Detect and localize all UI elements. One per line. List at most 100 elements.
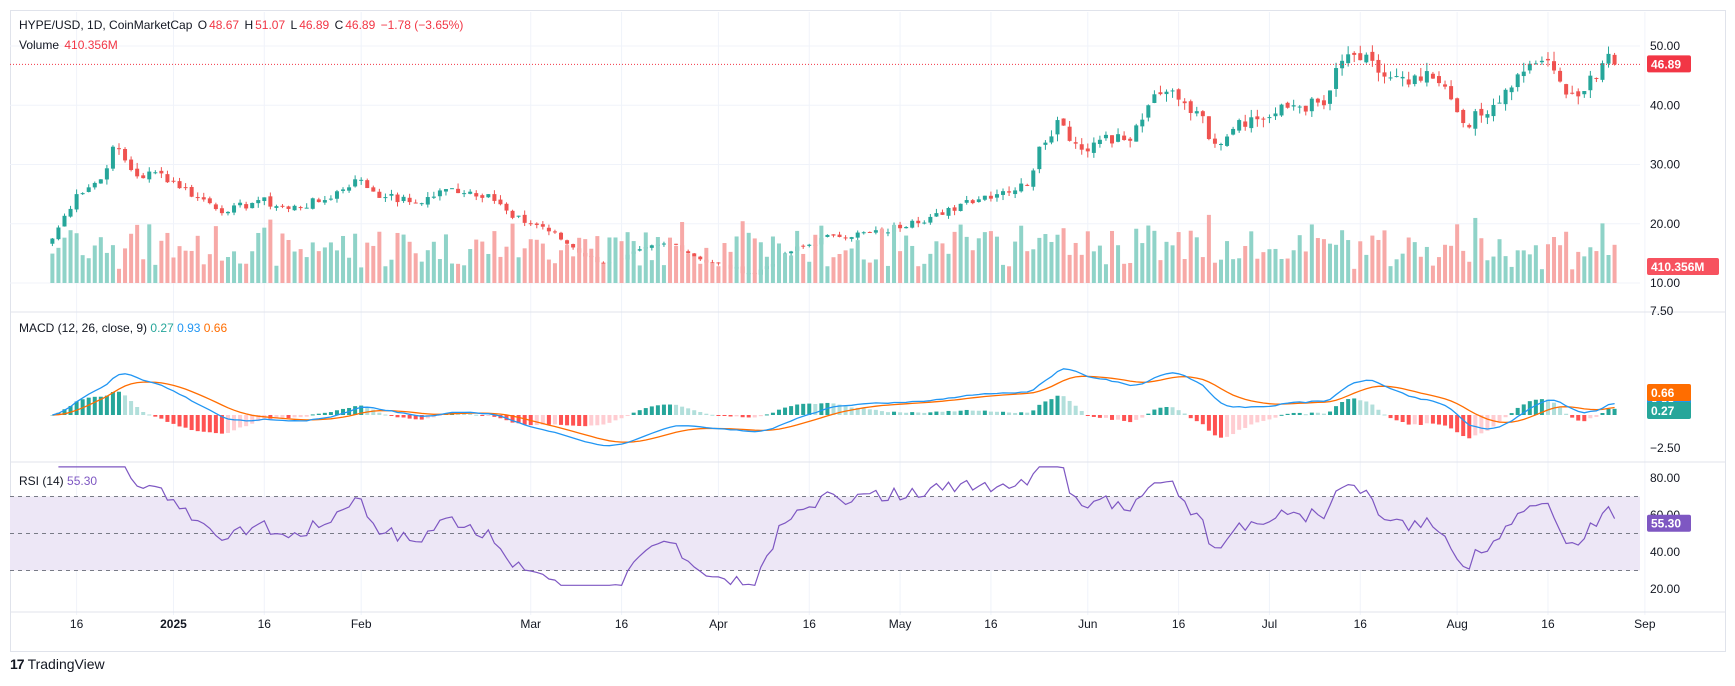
macd-hist-bar — [462, 413, 467, 415]
macd-legend-label: MACD (12, 26, close, 9) — [19, 321, 148, 335]
volume-bar — [98, 237, 103, 283]
candle-body — [1122, 135, 1127, 141]
volume-bar — [1497, 239, 1502, 283]
volume-bar — [1061, 228, 1066, 283]
candle-body — [1255, 116, 1260, 120]
candle-body — [353, 179, 358, 187]
volume-bar — [577, 237, 582, 283]
candle-body — [534, 223, 539, 225]
macd-hist-bar — [1455, 415, 1460, 433]
candle-body — [946, 208, 951, 216]
candle-body — [1079, 144, 1084, 150]
macd-hist-bar — [625, 415, 630, 416]
candle-body — [377, 191, 382, 198]
volume-bar — [334, 250, 339, 283]
volume-bar — [1164, 241, 1169, 283]
x-axis-label: 16 — [803, 617, 817, 631]
macd-hist-bar — [1122, 415, 1127, 421]
macd-hist-bar — [879, 411, 884, 415]
macd-hist-bar — [964, 409, 969, 415]
macd-hist-bar — [341, 408, 346, 415]
macd-hist-bar — [898, 412, 903, 415]
macd-hist-bar — [1400, 415, 1405, 423]
candle-body — [171, 180, 176, 182]
price-axis-label: 40.00 — [1650, 98, 1680, 112]
candle-body — [1176, 89, 1181, 100]
macd-hist-bar — [892, 411, 897, 415]
candle-body — [431, 196, 436, 198]
candle-body — [1007, 191, 1012, 193]
volume-bar — [1152, 230, 1157, 283]
macd-hist-bar — [474, 414, 479, 416]
volume-bar — [1327, 243, 1332, 283]
candle-body — [1382, 72, 1387, 77]
macd-hist-bar — [304, 415, 309, 417]
macd-hist-bar — [1001, 411, 1006, 415]
macd-hist-bar — [692, 410, 697, 415]
candle-body — [407, 197, 412, 203]
macd-hist-bar — [1013, 412, 1018, 415]
candle-body — [710, 262, 715, 264]
volume-bar — [92, 245, 97, 283]
macd-hist-bar — [274, 415, 279, 419]
macd-hist-bar — [988, 411, 993, 415]
volume-bar — [728, 251, 733, 283]
volume-bar — [1334, 244, 1339, 283]
volume-bar — [1515, 250, 1520, 283]
candle-body — [1467, 124, 1472, 128]
volume-bar — [710, 263, 715, 283]
macd-hist-bar — [1539, 399, 1544, 415]
candle-body — [334, 191, 339, 199]
tradingview-logo[interactable]: 17 TradingView — [10, 656, 105, 672]
macd-hist-bar — [1364, 401, 1369, 415]
volume-bar — [1394, 259, 1399, 283]
volume-bar — [813, 234, 818, 283]
x-axis-label: 16 — [258, 617, 272, 631]
volume-bar — [716, 266, 721, 283]
macd-hist-bar — [92, 396, 97, 415]
x-axis-label: Aug — [1446, 617, 1467, 631]
rsi-pane — [10, 466, 1640, 586]
macd-hist-bar — [1188, 415, 1193, 419]
x-axis-label: Jun — [1078, 617, 1097, 631]
macd-hist-bar — [1128, 415, 1133, 423]
macd-hist-bar — [595, 415, 600, 426]
macd-hist-bar — [413, 415, 418, 420]
volume-bar — [1097, 245, 1102, 283]
candle-body — [1249, 117, 1254, 129]
volume-bar — [916, 266, 921, 283]
macd-hist-bar — [1303, 414, 1308, 416]
candle-body — [1013, 190, 1018, 195]
volume-bar — [1545, 244, 1550, 283]
macd-hist-bar — [1473, 415, 1478, 436]
volume-bar — [994, 236, 999, 283]
chart-frame — [10, 10, 1726, 652]
candle-body — [1146, 105, 1151, 118]
volume-bar — [1315, 238, 1320, 283]
macd-hist-bar — [752, 415, 757, 418]
volume-bar — [1255, 258, 1260, 283]
candle-body — [686, 251, 691, 254]
volume-bar — [353, 233, 358, 283]
volume-bar — [970, 250, 975, 283]
candle-body — [104, 168, 109, 180]
volume-bar — [74, 233, 79, 283]
macd-hist-bar — [1545, 399, 1550, 415]
x-axis-label: Mar — [520, 617, 541, 631]
candle-body — [540, 224, 545, 227]
volume-bar — [1031, 249, 1036, 283]
candle-body — [510, 210, 515, 218]
macd-hist-bar — [540, 415, 545, 425]
macd-hist-bar — [1436, 415, 1441, 425]
volume-bar — [1049, 241, 1054, 283]
volume-bar — [135, 224, 140, 283]
macd-hist-bar — [958, 410, 963, 415]
candle-body — [1449, 86, 1454, 100]
macd-hist-bar — [68, 405, 73, 415]
macd-hist-bar — [207, 415, 212, 433]
volume-bar — [1291, 250, 1296, 283]
candle-body — [219, 208, 224, 214]
candle-body — [371, 187, 376, 192]
volume-bar — [50, 253, 55, 283]
